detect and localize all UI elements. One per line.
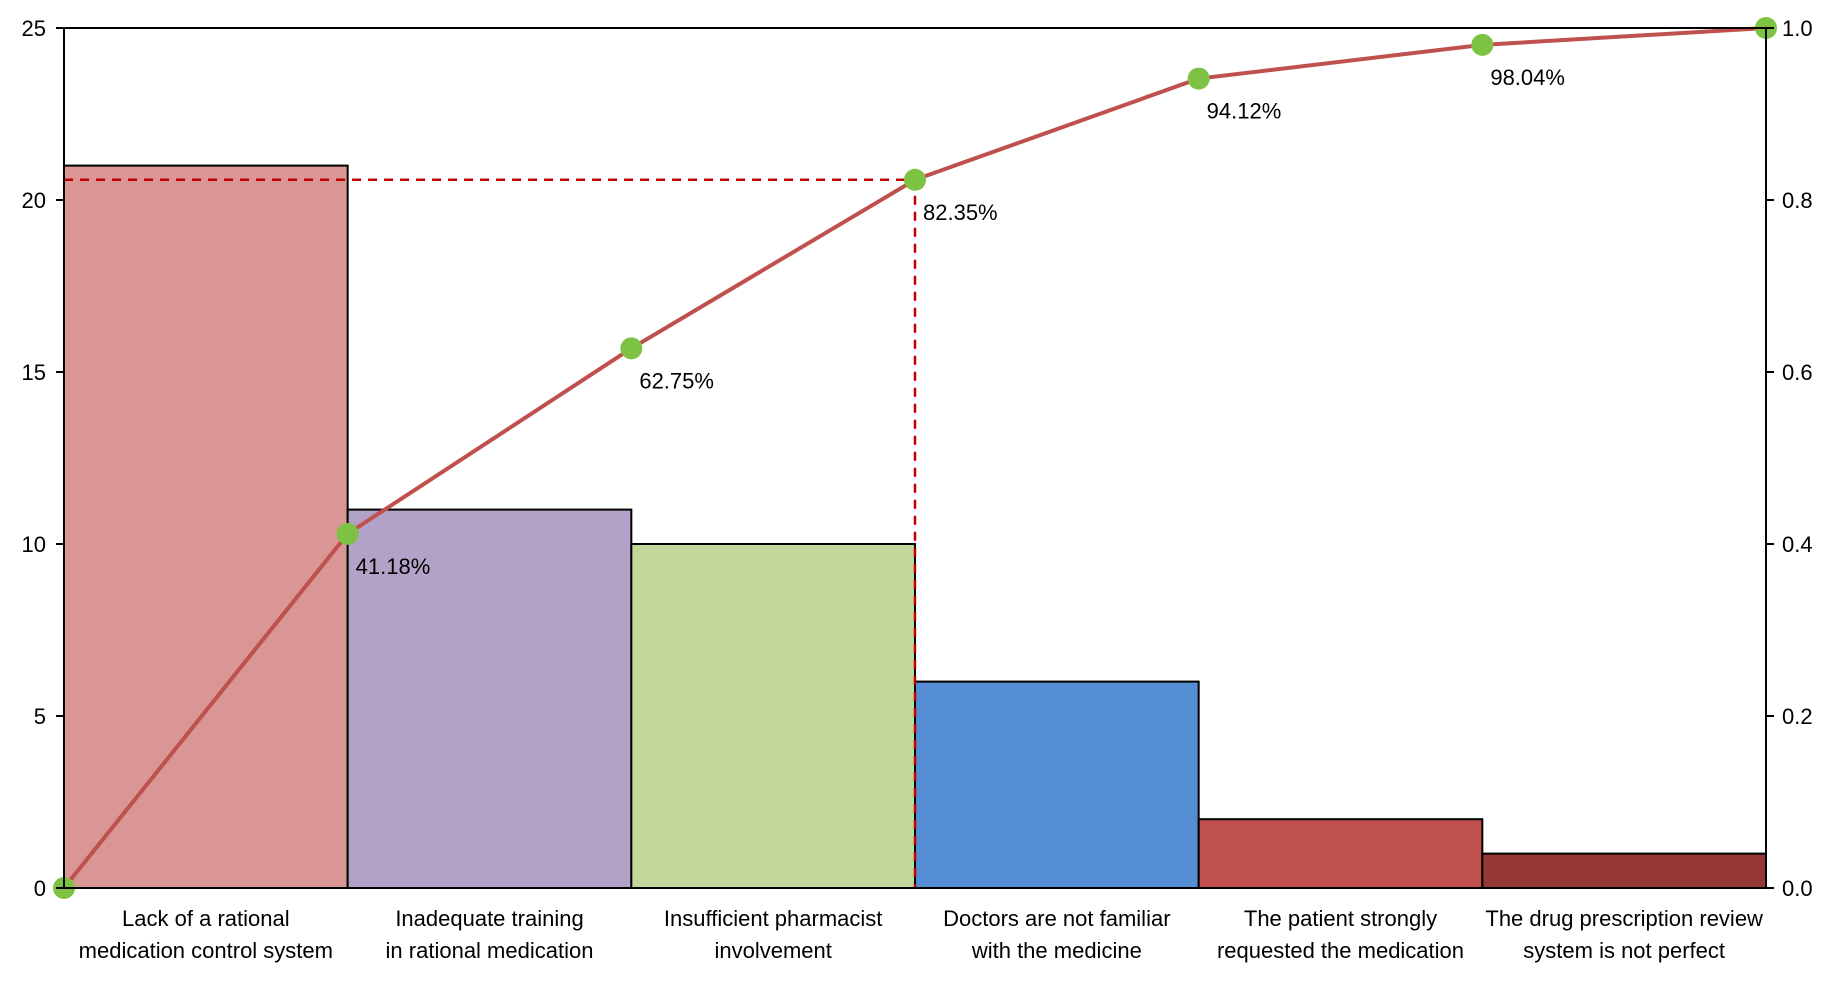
bars-layer xyxy=(63,164,1768,890)
category-label-4: Doctors are not familiar with the medicin… xyxy=(943,906,1170,963)
bar-5 xyxy=(1197,818,1484,890)
category-label-4-line-2: with the medicine xyxy=(971,938,1142,963)
cumulative-line-layer xyxy=(53,17,1777,899)
cumulative-label-2: 62.75% xyxy=(639,368,714,393)
bar-4 xyxy=(914,680,1200,889)
left-tick-label-1: 5 xyxy=(34,704,46,729)
cumulative-label-3: 82.35% xyxy=(923,200,998,225)
labels-layer: 41.18% 62.75% 82.35% 94.12% 98.04% Lack of a … xyxy=(79,65,1763,963)
bar-2 xyxy=(346,508,633,889)
right-tick-label-0: 0.0 xyxy=(1782,876,1813,901)
left-tick-label-2: 10 xyxy=(22,532,46,557)
category-label-6: The drug prescription review system is no… xyxy=(1485,906,1763,963)
axes-layer: 0 5 10 15 20 25 0.0 0.2 0.4 0.6 0.8 1.0 xyxy=(22,16,1813,901)
category-label-3: Insufficient pharmacist involvement xyxy=(664,906,882,963)
threshold-layer xyxy=(64,178,917,888)
category-label-6-line-1: The drug prescription review xyxy=(1485,906,1763,931)
category-label-3-line-1: Insufficient pharmacist xyxy=(664,906,882,931)
right-tick-label-3: 0.6 xyxy=(1782,360,1813,385)
cumulative-point-5 xyxy=(1471,33,1494,56)
right-tick-label-1: 0.2 xyxy=(1782,704,1813,729)
bar-3 xyxy=(630,543,916,889)
bar-6 xyxy=(1481,852,1768,889)
category-label-3-line-2: involvement xyxy=(714,938,831,963)
cumulative-label-4: 94.12% xyxy=(1207,99,1282,124)
category-label-1-line-1: Lack of a rational xyxy=(122,906,290,931)
category-label-5-line-1: The patient strongly xyxy=(1244,906,1437,931)
category-label-2: Inadequate training in rational medicatio… xyxy=(386,906,594,963)
left-tick-label-3: 15 xyxy=(22,360,46,385)
cumulative-label-1: 41.18% xyxy=(356,554,431,579)
category-label-5-line-2: requested the medication xyxy=(1217,938,1464,963)
left-tick-label-0: 0 xyxy=(34,876,46,901)
cumulative-point-2 xyxy=(620,337,643,360)
category-label-5: The patient strongly requested the medica… xyxy=(1217,906,1464,963)
cumulative-point-1 xyxy=(336,522,359,545)
category-label-1-line-2: medication control system xyxy=(79,938,333,963)
cumulative-label-5: 98.04% xyxy=(1490,65,1565,90)
bar-1 xyxy=(63,164,349,890)
category-label-1: Lack of a rational medication control sys… xyxy=(79,906,333,963)
right-tick-label-2: 0.4 xyxy=(1782,532,1813,557)
left-tick-label-4: 20 xyxy=(22,188,46,213)
category-label-6-line-2: system is not perfect xyxy=(1523,938,1725,963)
cumulative-point-4 xyxy=(1187,67,1210,90)
right-tick-label-5: 1.0 xyxy=(1782,16,1813,41)
category-label-2-line-2: in rational medication xyxy=(386,938,594,963)
category-label-4-line-1: Doctors are not familiar xyxy=(943,906,1170,931)
right-tick-label-4: 0.8 xyxy=(1782,188,1813,213)
cumulative-point-3 xyxy=(904,168,926,191)
category-label-2-line-1: Inadequate training xyxy=(395,906,583,931)
left-tick-label-5: 25 xyxy=(22,16,46,41)
